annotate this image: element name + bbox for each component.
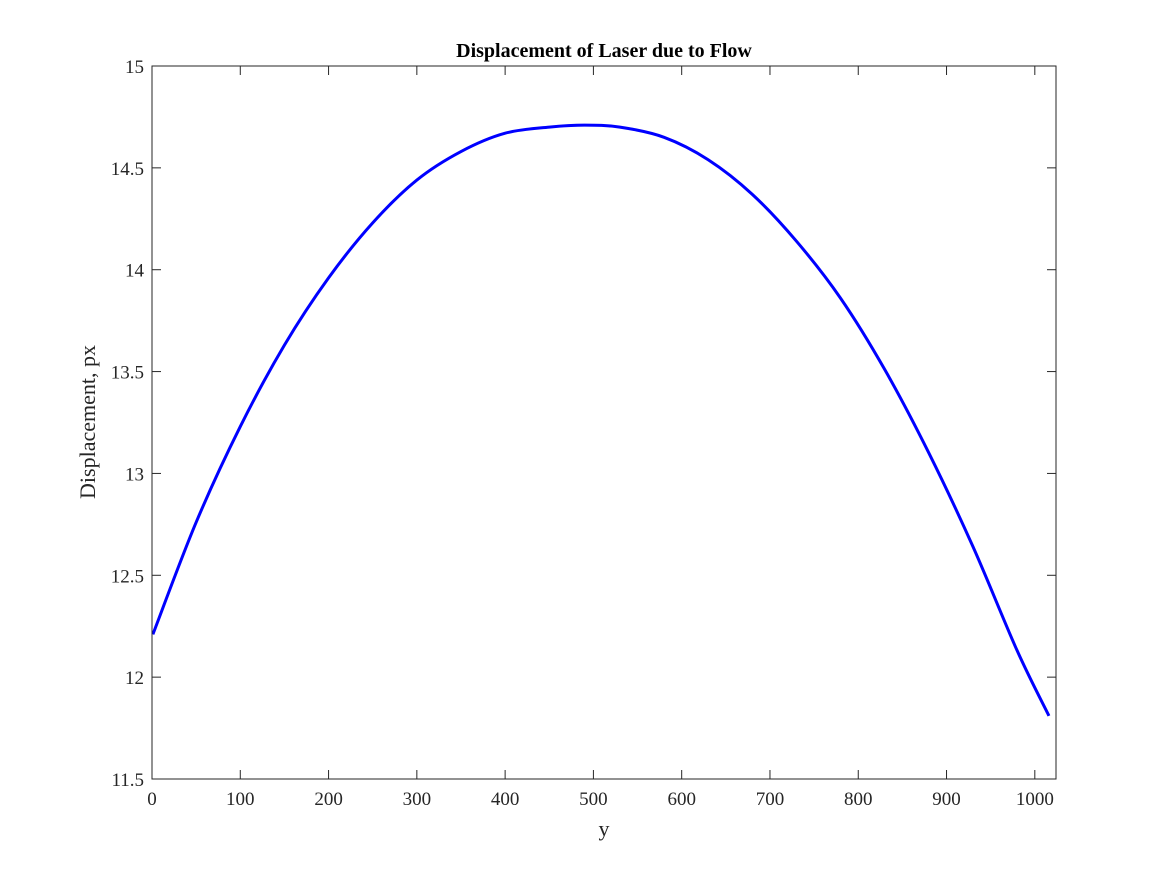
y-tick-labels: 11.5 12 12.5 13 13.5 14 14.5 15 (111, 57, 145, 791)
y-tick-label: 15 (125, 57, 144, 78)
x-tick-label: 500 (579, 789, 608, 810)
y-tick-label: 14 (125, 261, 145, 282)
plot-area (152, 66, 1056, 779)
x-tick-label: 300 (403, 789, 432, 810)
y-tick-label: 14.5 (111, 159, 144, 180)
x-tick-label: 100 (226, 789, 255, 810)
y-tick-label: 11.5 (111, 770, 144, 791)
series-line-0 (151, 123, 1051, 717)
axes-box (151, 65, 1057, 780)
x-tick-label: 600 (667, 789, 696, 810)
series-lines (151, 123, 1051, 717)
x-axis-label: y (599, 816, 610, 841)
x-tick-label: 200 (314, 789, 343, 810)
chart-title: Displacement of Laser due to Flow (456, 40, 752, 62)
y-axis-label: Displacement, px (75, 345, 100, 499)
y-tick-label: 13.5 (111, 363, 144, 384)
x-tick-label: 1000 (1016, 789, 1054, 810)
x-tick-label: 900 (932, 789, 961, 810)
x-tick-label: 0 (147, 789, 157, 810)
x-tick-labels: 0 100 200 300 400 500 600 700 800 900 1000 (147, 789, 1054, 810)
y-tick-label: 13 (125, 464, 144, 485)
y-tick-label: 12 (125, 668, 144, 689)
x-tick-label: 700 (756, 789, 785, 810)
x-tick-label: 400 (491, 789, 520, 810)
x-tick-label: 800 (844, 789, 873, 810)
y-tick-label: 12.5 (111, 566, 144, 587)
